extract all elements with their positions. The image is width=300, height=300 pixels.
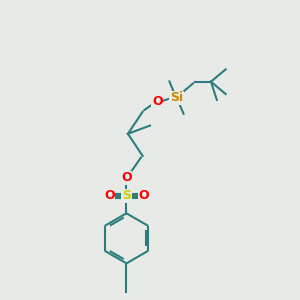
Text: O: O <box>104 189 115 202</box>
Text: Si: Si <box>170 92 183 104</box>
Text: O: O <box>121 172 132 184</box>
Text: O: O <box>152 95 163 108</box>
Text: S: S <box>122 189 131 202</box>
Text: O: O <box>138 189 149 202</box>
